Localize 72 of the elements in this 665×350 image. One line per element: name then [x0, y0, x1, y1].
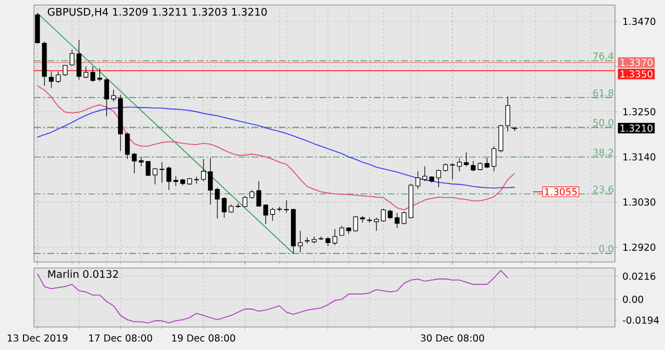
candlestick [284, 200, 289, 214]
candlestick [263, 204, 268, 225]
candlestick [152, 168, 158, 185]
candlestick [146, 160, 151, 177]
candlestick [90, 66, 96, 82]
candlestick [111, 89, 116, 102]
candlestick [270, 207, 276, 222]
y-tick-label: 0.0216 [622, 272, 656, 280]
candlestick [353, 216, 358, 232]
candlestick [97, 68, 102, 82]
candlestick [70, 49, 74, 66]
candlestick [256, 180, 262, 207]
ref-line-label: 38.2 [593, 148, 613, 156]
candlestick [56, 71, 61, 84]
candlestick [194, 176, 199, 184]
candlestick [367, 217, 372, 223]
candlestick [277, 206, 282, 212]
y-tick-label: -0.0194 [622, 316, 659, 324]
ref-line-label: 23.6 [593, 186, 614, 193]
candlestick [48, 71, 54, 88]
candlestick [505, 96, 510, 132]
ref-line-label: 1.3370 [620, 58, 652, 66]
chart-title: Marlin 0.0132 [48, 270, 118, 278]
ref-line-label: 0.0 [599, 245, 614, 252]
candlestick [422, 166, 428, 182]
x-tick-label: 19 Dec 08:00 [172, 334, 236, 342]
candlestick [456, 158, 462, 172]
y-tick-label: 1.3470 [623, 18, 656, 26]
candlestick [332, 228, 338, 246]
candlestick [415, 170, 420, 190]
candlestick [402, 211, 406, 225]
candlestick [166, 166, 172, 190]
x-tick-label: 13 Dec 2019 [8, 334, 68, 342]
candlestick [76, 40, 82, 80]
ref-line-label: 61.8 [593, 89, 614, 96]
candlestick [242, 196, 248, 208]
candlestick [201, 158, 206, 182]
x-tick-label: 30 Dec 08:00 [420, 334, 484, 342]
candlestick [318, 236, 324, 240]
candlestick [236, 202, 240, 208]
annotation: 1.3055 [545, 188, 577, 196]
candlestick [83, 66, 88, 78]
y-tick-label: 1.3250 [623, 108, 656, 116]
ref-line-label: 1.3210 [620, 124, 652, 132]
y-tick-label: 1.2920 [623, 244, 656, 251]
candlestick [326, 236, 330, 246]
y-tick-label: 1.3140 [623, 153, 656, 161]
candlestick [104, 78, 110, 117]
candlestick [436, 169, 442, 188]
candlestick [298, 230, 303, 253]
candlestick [450, 162, 455, 180]
candlestick [222, 196, 227, 218]
candlestick [484, 157, 490, 168]
ref-line-label: 50.0 [593, 118, 614, 126]
candlestick [380, 208, 386, 222]
candlestick [492, 146, 496, 172]
candlestick [214, 187, 220, 219]
candlestick [132, 152, 137, 174]
candlestick [208, 158, 213, 205]
candlestick [394, 212, 400, 228]
candlestick [388, 209, 393, 220]
candlestick [374, 217, 379, 232]
y-tick-label: 1.3030 [623, 198, 656, 206]
y-tick-label: 0.00 [622, 296, 644, 303]
ref-line-label: 76.4 [593, 52, 614, 60]
chart-title: GBPUSD,H4 1.3209 1.3211 1.3203 1.3210 [48, 8, 267, 17]
x-tick-label: 17 Dec 08:00 [89, 334, 152, 342]
candlestick [470, 160, 476, 172]
ref-line-label: 1.3350 [620, 70, 652, 78]
candlestick [173, 176, 178, 186]
candlestick [160, 162, 164, 184]
candlestick [124, 132, 130, 160]
